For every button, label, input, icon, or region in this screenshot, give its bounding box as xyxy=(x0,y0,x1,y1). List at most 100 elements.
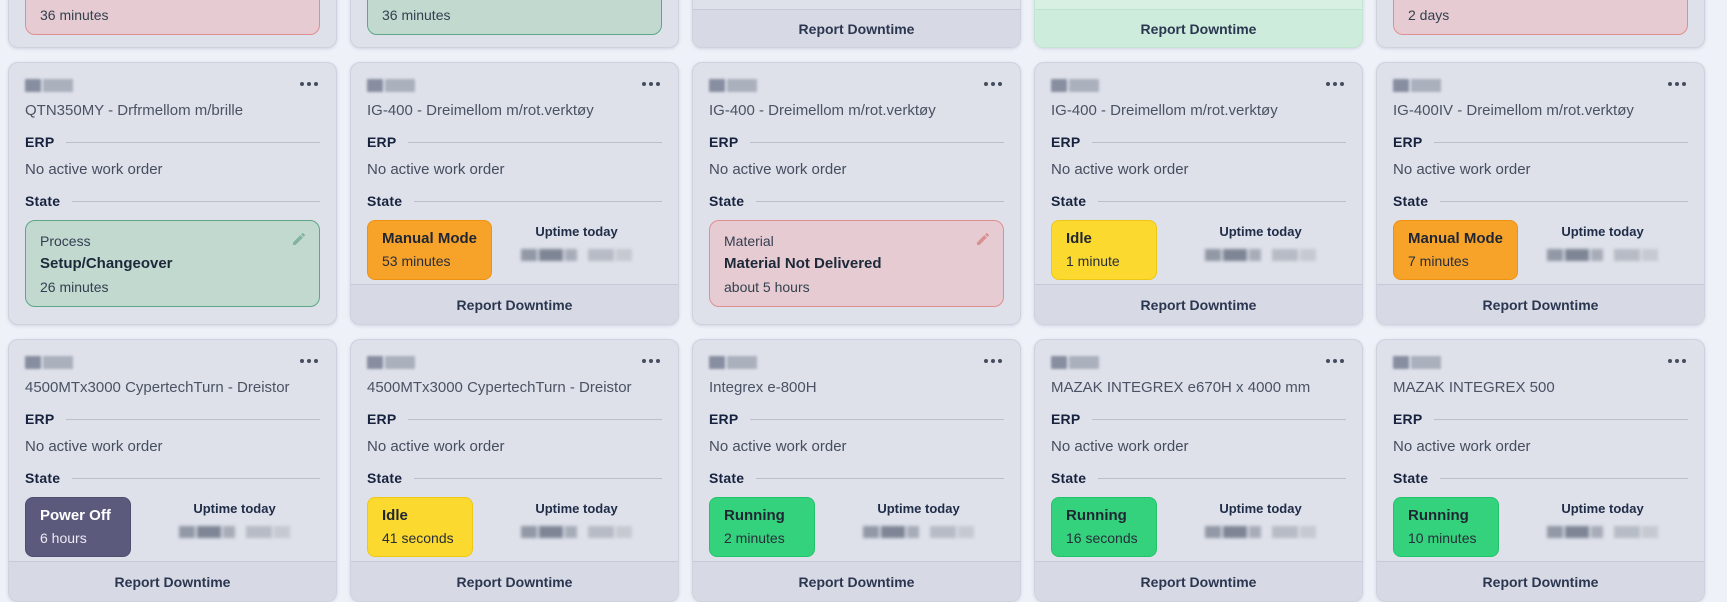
section-divider xyxy=(414,200,662,202)
erp-section: ERP No active work order xyxy=(709,411,1004,455)
erp-section-label: ERP xyxy=(367,411,397,427)
section-divider xyxy=(750,418,1004,420)
card-menu-button[interactable] xyxy=(982,77,1004,91)
downtime-state-badge: Wrong Material Supplied 36 minutes xyxy=(25,0,320,35)
machine-title: IG-400 - Dreimellom m/rot.verktøy xyxy=(367,102,594,119)
state-area: Manual Mode 53 minutes Uptime today xyxy=(367,220,662,280)
card-header xyxy=(709,77,1004,95)
report-downtime-button[interactable]: Report Downtime xyxy=(693,9,1020,47)
ellipsis-icon xyxy=(642,359,660,363)
section-divider xyxy=(1092,141,1346,143)
erp-section-label: ERP xyxy=(1051,134,1081,150)
machine-logo-redacted xyxy=(367,356,415,369)
erp-section-label: ERP xyxy=(1393,134,1423,150)
section-divider xyxy=(1434,141,1688,143)
card-menu-button[interactable] xyxy=(640,77,662,91)
machine-title: IG-400IV - Dreimellom m/rot.verktøy xyxy=(1393,102,1634,119)
report-downtime-button[interactable]: Report Downtime xyxy=(1377,284,1704,324)
uptime-block: Uptime today xyxy=(521,497,632,538)
machine-logo-redacted xyxy=(1051,79,1099,92)
edit-state-button[interactable] xyxy=(289,229,309,249)
machine-title: 4500MTx3000 CypertechTurn - Dreistor xyxy=(25,379,290,396)
downtime-state-badge: Process Setup/Changeover 26 minutes xyxy=(25,220,320,307)
machine-card: Report Downtime xyxy=(1034,0,1363,48)
machine-card-grid: Wrong Material Supplied 36 minutes Setup… xyxy=(8,0,1705,602)
machine-title: MAZAK INTEGREX e670H x 4000 mm xyxy=(1051,379,1311,396)
edit-state-button[interactable] xyxy=(973,229,993,249)
report-downtime-button[interactable]: Report Downtime xyxy=(351,561,678,601)
erp-section-label: ERP xyxy=(25,134,55,150)
card-menu-button[interactable] xyxy=(298,354,320,368)
machine-title: 4500MTx3000 CypertechTurn - Dreistor xyxy=(367,379,632,396)
erp-status-text: No active work order xyxy=(709,161,847,178)
erp-status-text: No active work order xyxy=(1393,161,1531,178)
machine-card: Wrong Material Supplied 36 minutes xyxy=(8,0,337,48)
state-area: Material Material Not Delivered about 5 … xyxy=(709,220,1004,307)
card-header xyxy=(1393,77,1688,95)
downtime-category: Material xyxy=(724,233,774,249)
machine-state-badge: Idle 41 seconds xyxy=(367,497,473,557)
card-menu-button[interactable] xyxy=(982,354,1004,368)
state-label: Power Off xyxy=(40,507,111,524)
section-divider xyxy=(408,418,662,420)
report-downtime-button[interactable]: Report Downtime xyxy=(1377,561,1704,601)
state-section-label: State xyxy=(367,470,403,486)
section-divider xyxy=(756,477,1004,479)
machine-state-badge: Idle 1 minute xyxy=(1051,220,1157,280)
erp-status-text: No active work order xyxy=(25,438,163,455)
downtime-duration: 2 days xyxy=(1408,7,1450,23)
pencil-icon xyxy=(293,232,305,245)
section-divider xyxy=(72,200,320,202)
card-menu-button[interactable] xyxy=(298,77,320,91)
section-divider xyxy=(1440,477,1688,479)
report-downtime-button[interactable]: Report Downtime xyxy=(1035,9,1362,47)
uptime-value-redacted xyxy=(1205,249,1316,261)
uptime-block: Uptime today xyxy=(521,220,632,261)
report-downtime-button[interactable]: Report Downtime xyxy=(1035,284,1362,324)
report-downtime-button[interactable]: Report Downtime xyxy=(693,561,1020,601)
uptime-block: Uptime today xyxy=(1547,497,1658,538)
uptime-label: Uptime today xyxy=(877,501,960,516)
card-header xyxy=(709,354,1004,372)
uptime-label: Uptime today xyxy=(193,501,276,516)
uptime-value-redacted xyxy=(863,526,974,538)
downtime-duration: about 5 hours xyxy=(724,279,810,295)
uptime-value-redacted xyxy=(1547,526,1658,538)
card-menu-button[interactable] xyxy=(1324,354,1346,368)
downtime-state-badge: mechanical failure 2 days xyxy=(1393,0,1688,35)
uptime-label: Uptime today xyxy=(1561,224,1644,239)
report-downtime-button[interactable]: Report Downtime xyxy=(351,284,678,324)
state-section-label: State xyxy=(1051,193,1087,209)
uptime-block: Uptime today xyxy=(1205,220,1316,261)
erp-status-text: No active work order xyxy=(1393,438,1531,455)
state-section: Setup/Changeover 36 minutes xyxy=(367,0,662,35)
card-menu-button[interactable] xyxy=(1666,354,1688,368)
state-area: Wrong Material Supplied 36 minutes xyxy=(25,0,320,35)
machine-logo-redacted xyxy=(1051,356,1099,369)
machine-logo-redacted xyxy=(1393,356,1441,369)
report-downtime-button[interactable]: Report Downtime xyxy=(9,561,336,601)
machine-card: Setup/Changeover 36 minutes xyxy=(350,0,679,48)
report-downtime-button[interactable]: Report Downtime xyxy=(1035,561,1362,601)
erp-status-text: No active work order xyxy=(1051,438,1189,455)
erp-section-label: ERP xyxy=(1393,411,1423,427)
downtime-category: Process xyxy=(40,233,91,249)
machine-state-badge: Running 2 minutes xyxy=(709,497,815,557)
erp-section: ERP No active work order xyxy=(1051,411,1346,455)
state-duration: 6 hours xyxy=(40,530,87,546)
card-menu-button[interactable] xyxy=(1666,77,1688,91)
machine-card: IG-400IV - Dreimellom m/rot.verktøy ERP … xyxy=(1376,62,1705,325)
state-duration: 7 minutes xyxy=(1408,253,1469,269)
section-divider xyxy=(414,477,662,479)
card-header xyxy=(1393,354,1688,372)
state-area: Manual Mode 7 minutes Uptime today xyxy=(1393,220,1688,280)
section-divider xyxy=(1092,418,1346,420)
erp-section-label: ERP xyxy=(709,411,739,427)
card-menu-button[interactable] xyxy=(640,354,662,368)
state-label: Manual Mode xyxy=(382,230,478,247)
card-header xyxy=(25,354,320,372)
card-menu-button[interactable] xyxy=(1324,77,1346,91)
ellipsis-icon xyxy=(300,82,318,86)
machine-card: Integrex e-800H ERP No active work order… xyxy=(692,339,1021,602)
erp-status-text: No active work order xyxy=(1051,161,1189,178)
